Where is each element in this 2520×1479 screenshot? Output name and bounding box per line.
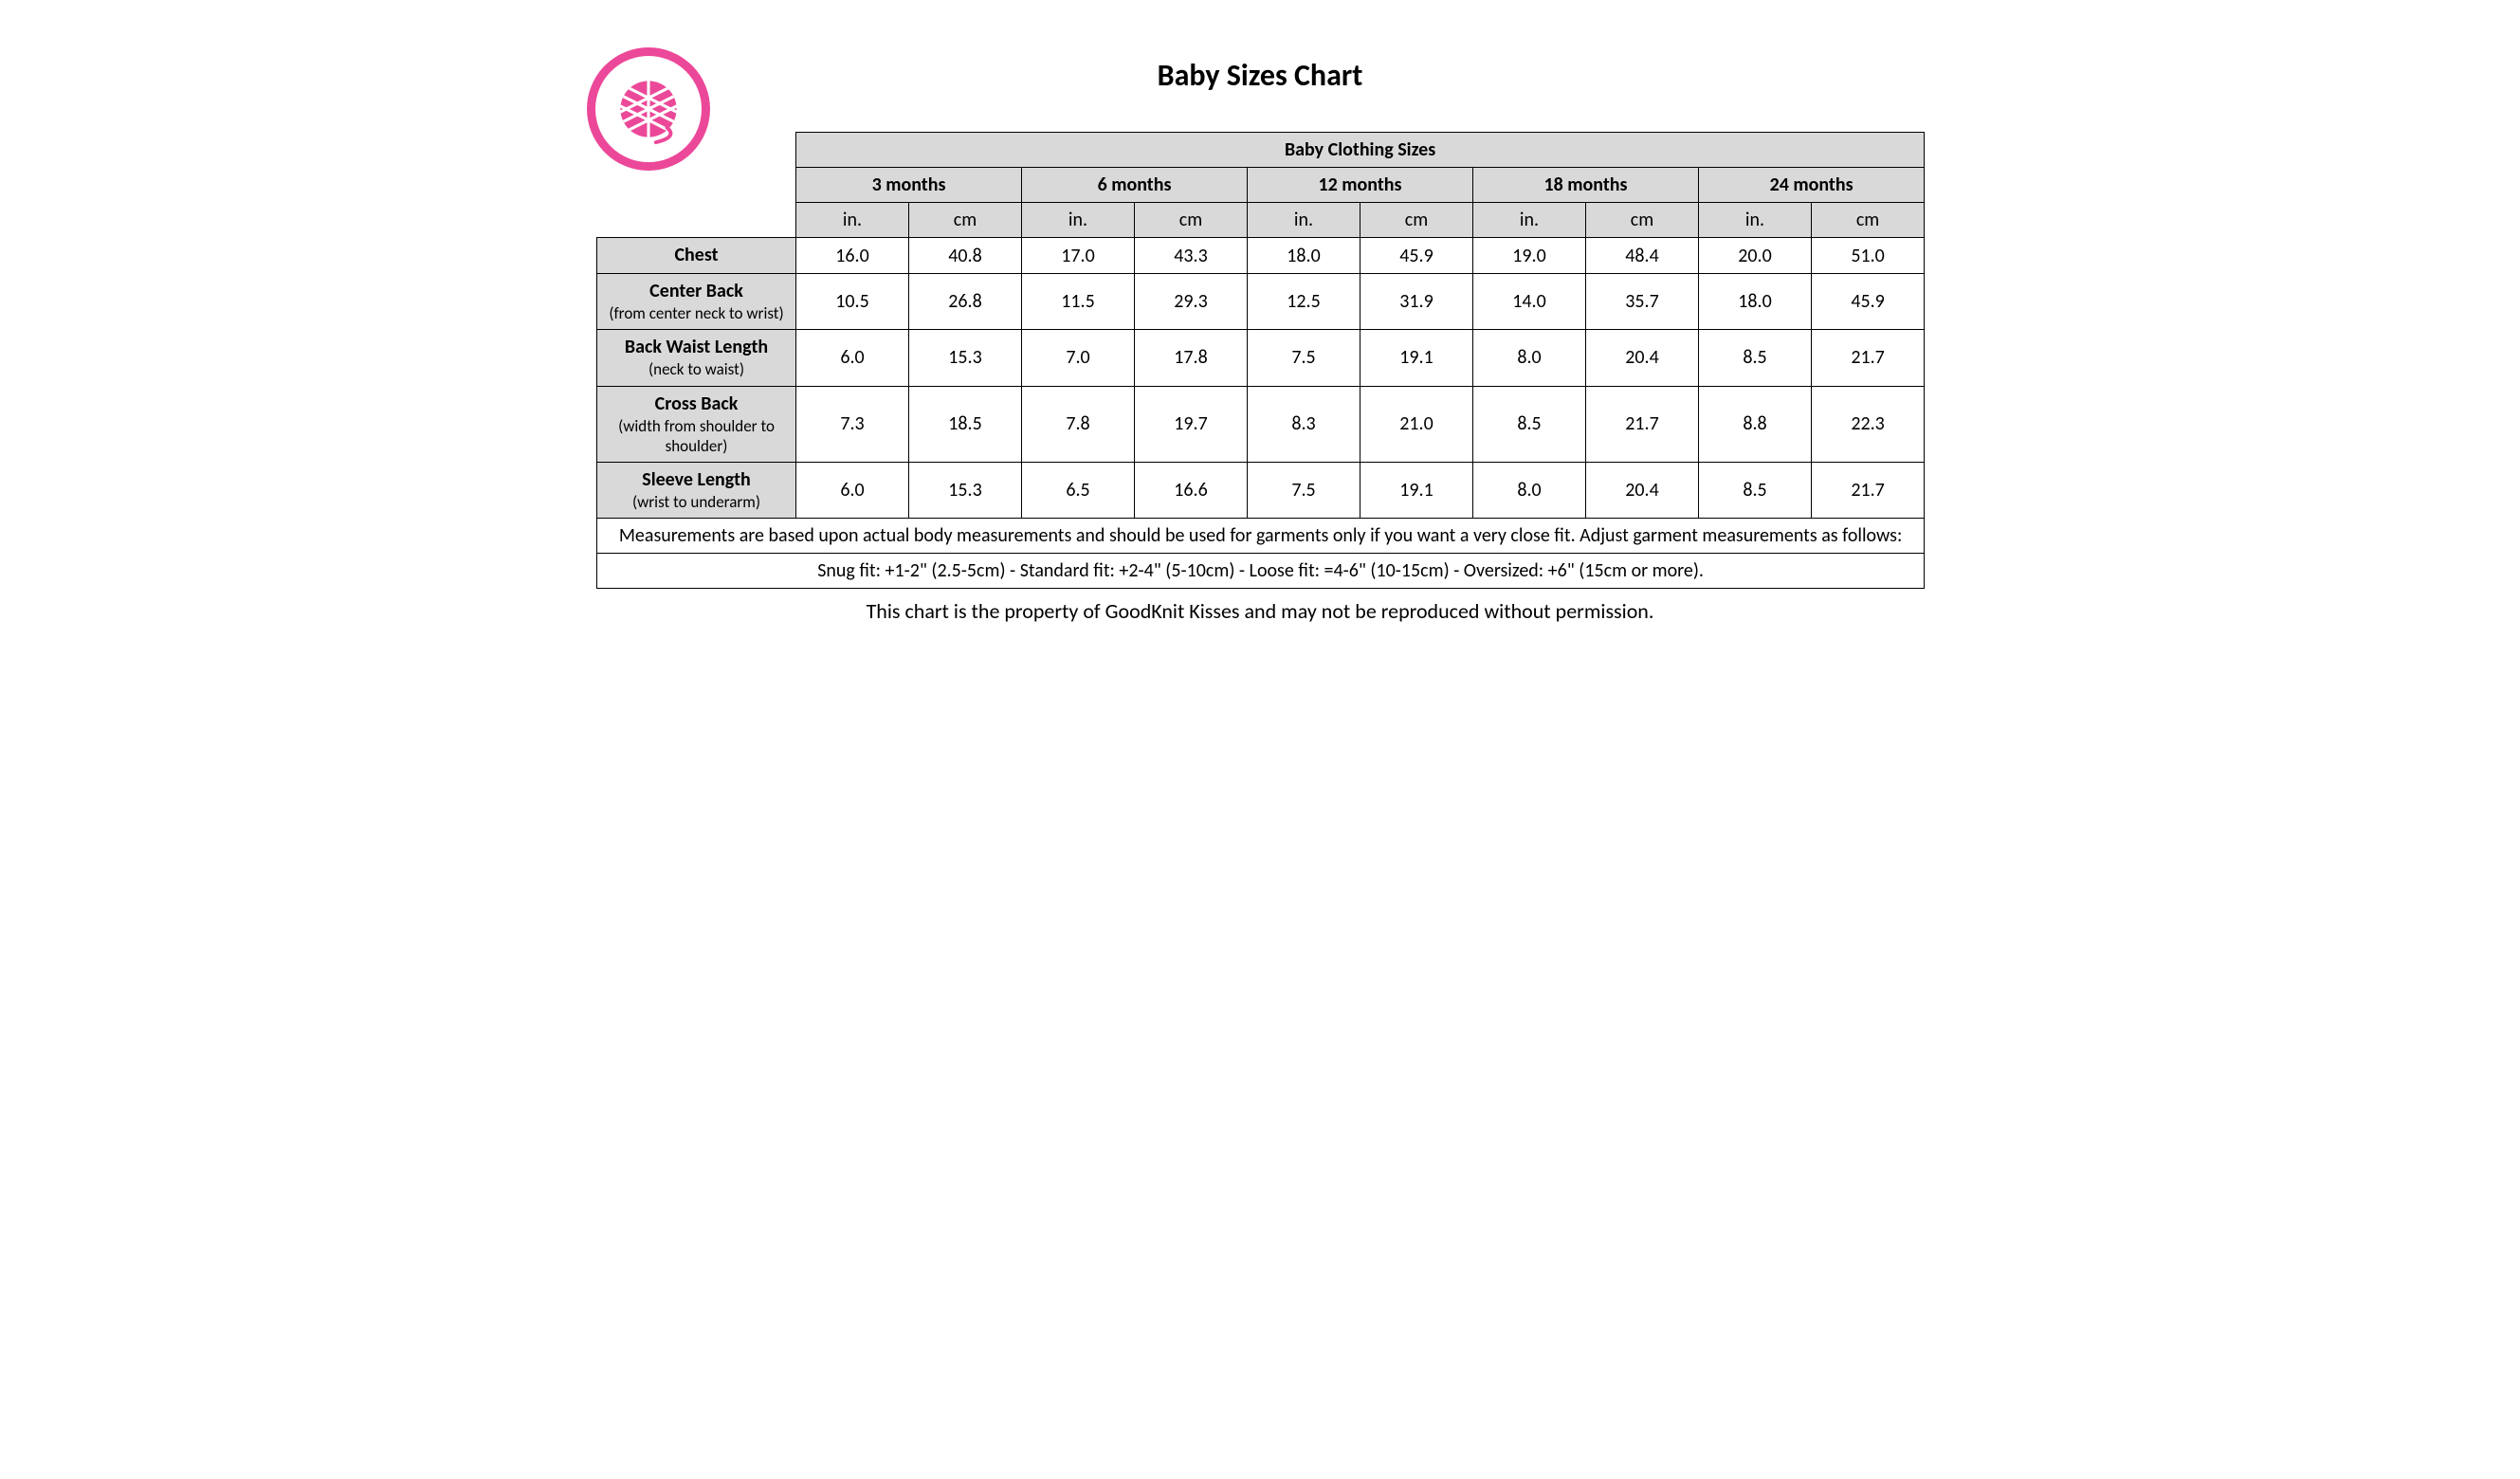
value-cell: 43.3 [1135, 238, 1248, 274]
row-label: Chest [597, 238, 796, 274]
value-cell: 35.7 [1586, 274, 1699, 330]
value-cell: 51.0 [1812, 238, 1925, 274]
value-cell: 10.5 [796, 274, 909, 330]
unit-header: in. [1699, 203, 1812, 238]
value-cell: 18.0 [1699, 274, 1812, 330]
unit-header: in. [1248, 203, 1360, 238]
value-cell: 8.8 [1699, 386, 1812, 463]
value-cell: 8.3 [1248, 386, 1360, 463]
value-cell: 22.3 [1812, 386, 1925, 463]
value-cell: 26.8 [909, 274, 1022, 330]
row-label-sub: (wrist to underarm) [601, 492, 792, 512]
value-cell: 17.8 [1135, 330, 1248, 386]
value-cell: 19.1 [1360, 463, 1473, 519]
value-cell: 45.9 [1812, 274, 1925, 330]
value-cell: 6.0 [796, 330, 909, 386]
value-cell: 15.3 [909, 330, 1022, 386]
value-cell: 15.3 [909, 463, 1022, 519]
unit-header: cm [1812, 203, 1925, 238]
value-cell: 6.5 [1022, 463, 1135, 519]
value-cell: 21.7 [1812, 463, 1925, 519]
value-cell: 19.0 [1473, 238, 1586, 274]
unit-header: in. [1022, 203, 1135, 238]
brand-logo [587, 47, 710, 171]
age-header: 18 months [1473, 168, 1699, 203]
value-cell: 29.3 [1135, 274, 1248, 330]
row-label: Back Waist Length(neck to waist) [597, 330, 796, 386]
age-header-row: 3 months 6 months 12 months 18 months 24… [597, 168, 1925, 203]
value-cell: 40.8 [909, 238, 1022, 274]
age-header: 24 months [1699, 168, 1925, 203]
row-label-sub: (width from shoulder to shoulder) [601, 416, 792, 457]
value-cell: 6.0 [796, 463, 909, 519]
value-cell: 7.5 [1248, 330, 1360, 386]
value-cell: 19.7 [1135, 386, 1248, 463]
row-label-main: Center Back [601, 280, 792, 303]
value-cell: 18.5 [909, 386, 1022, 463]
value-cell: 21.0 [1360, 386, 1473, 463]
age-header: 3 months [796, 168, 1022, 203]
row-label: Center Back(from center neck to wrist) [597, 274, 796, 330]
note-row: Snug fit: +1-2" (2.5-5cm) - Standard fit… [597, 554, 1925, 589]
unit-header: cm [909, 203, 1022, 238]
unit-header: cm [1360, 203, 1473, 238]
row-label: Sleeve Length(wrist to underarm) [597, 463, 796, 519]
value-cell: 8.0 [1473, 330, 1586, 386]
superheader: Baby Clothing Sizes [796, 133, 1925, 168]
row-label-main: Back Waist Length [601, 336, 792, 359]
value-cell: 12.5 [1248, 274, 1360, 330]
value-cell: 8.5 [1699, 463, 1812, 519]
age-header: 12 months [1248, 168, 1473, 203]
unit-header: cm [1135, 203, 1248, 238]
table-row: Center Back(from center neck to wrist)10… [597, 274, 1925, 330]
age-header: 6 months [1022, 168, 1248, 203]
table-row: Sleeve Length(wrist to underarm)6.015.36… [597, 463, 1925, 519]
page-title: Baby Sizes Chart [596, 57, 1924, 94]
value-cell: 16.6 [1135, 463, 1248, 519]
value-cell: 17.0 [1022, 238, 1135, 274]
value-cell: 18.0 [1248, 238, 1360, 274]
row-label-sub: (neck to waist) [601, 359, 792, 379]
value-cell: 31.9 [1360, 274, 1473, 330]
value-cell: 20.4 [1586, 463, 1699, 519]
value-cell: 16.0 [796, 238, 909, 274]
unit-header: in. [796, 203, 909, 238]
unit-header: cm [1586, 203, 1699, 238]
row-label: Cross Back(width from shoulder to should… [597, 386, 796, 463]
value-cell: 7.8 [1022, 386, 1135, 463]
value-cell: 11.5 [1022, 274, 1135, 330]
footer-copyright: This chart is the property of GoodKnit K… [596, 598, 1924, 624]
unit-header-row: in. cm in. cm in. cm in. cm in. cm [597, 203, 1925, 238]
yarn-icon [612, 72, 685, 146]
value-cell: 7.0 [1022, 330, 1135, 386]
value-cell: 19.1 [1360, 330, 1473, 386]
table-row: Chest16.040.817.043.318.045.919.048.420.… [597, 238, 1925, 274]
sizes-table: Baby Clothing Sizes 3 months 6 months 12… [596, 132, 1925, 589]
value-cell: 8.5 [1699, 330, 1812, 386]
value-cell: 21.7 [1812, 330, 1925, 386]
table-body: Chest16.040.817.043.318.045.919.048.420.… [597, 238, 1925, 519]
row-label-main: Cross Back [601, 393, 792, 416]
row-label-sub: (from center neck to wrist) [601, 303, 792, 323]
value-cell: 21.7 [1586, 386, 1699, 463]
note-row: Measurements are based upon actual body … [597, 519, 1925, 554]
table-row: Back Waist Length(neck to waist)6.015.37… [597, 330, 1925, 386]
value-cell: 48.4 [1586, 238, 1699, 274]
value-cell: 45.9 [1360, 238, 1473, 274]
value-cell: 20.4 [1586, 330, 1699, 386]
value-cell: 7.3 [796, 386, 909, 463]
table-row: Cross Back(width from shoulder to should… [597, 386, 1925, 463]
value-cell: 20.0 [1699, 238, 1812, 274]
value-cell: 8.5 [1473, 386, 1586, 463]
value-cell: 14.0 [1473, 274, 1586, 330]
unit-header: in. [1473, 203, 1586, 238]
row-label-main: Chest [601, 244, 792, 267]
value-cell: 7.5 [1248, 463, 1360, 519]
row-label-main: Sleeve Length [601, 468, 792, 492]
value-cell: 8.0 [1473, 463, 1586, 519]
